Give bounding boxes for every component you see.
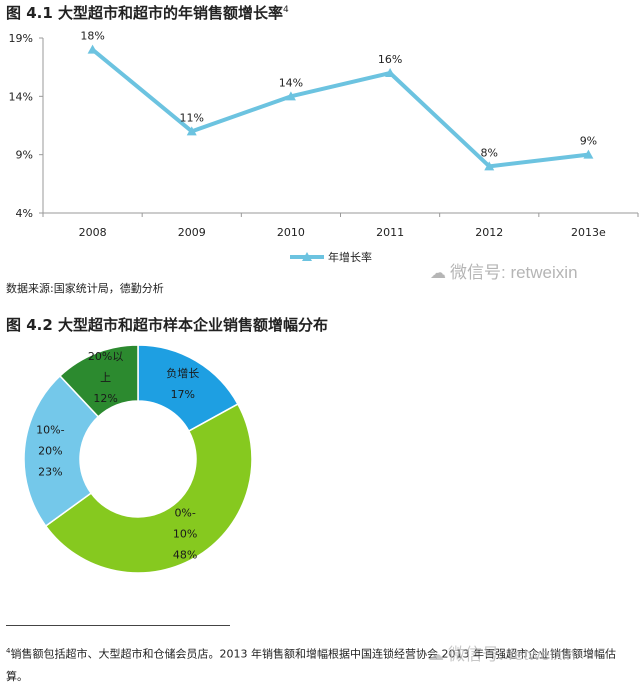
data-point — [385, 68, 396, 77]
slice-category-label: 20%以 — [88, 350, 123, 363]
wechat-icon: ☁ — [428, 647, 444, 664]
x-tick-label: 2010 — [277, 226, 305, 239]
data-label: 9% — [580, 135, 597, 148]
footnote-divider — [6, 625, 230, 626]
wechat-icon: ☁ — [430, 265, 446, 282]
slice-category-label: 0%- — [174, 506, 195, 519]
series-line — [91, 48, 589, 169]
slice-value-label: 48% — [173, 548, 197, 561]
y-tick-label: 19% — [9, 32, 33, 45]
line-chart: 4% 9% 14% 19% 2008 2009 2010 2011 2012 2013e 18% 11… — [9, 30, 639, 264]
watermark-text: 微信号: retweixin — [450, 263, 578, 282]
data-label: 18% — [80, 30, 104, 43]
figure2-title: 图 4.2 大型超市和超市样本企业销售额增幅分布 — [6, 316, 329, 334]
slice-category-label: 上 — [100, 371, 111, 384]
x-tick-label: 2011 — [376, 226, 404, 239]
y-tick-label: 14% — [9, 90, 33, 103]
watermark-bottom: ☁ 微信号: retweixin — [428, 640, 576, 665]
footnote: 4销售额包括超市、大型超市和仓储会员店。2013 年销售额和增幅根据中国连锁经营… — [6, 640, 636, 688]
slice-category-label: 负增长 — [166, 366, 199, 380]
footnote-ref: 4 — [6, 647, 11, 655]
slice-value-label: 12% — [93, 392, 117, 405]
watermark: ☁ 微信号: retweixin — [430, 258, 578, 283]
title-footnote-ref: 4 — [283, 5, 289, 15]
data-label: 8% — [481, 146, 498, 159]
figure1-title: 图 4.1 大型超市和超市的年销售额增长率4 — [6, 4, 289, 22]
y-tick-label: 9% — [16, 149, 33, 162]
footnote-text: 销售额包括超市、大型超市和仓储会员店。2013 年销售额和增幅根据中国连锁经营协… — [6, 647, 616, 683]
pie-slice — [44, 403, 253, 574]
x-tick-label: 2013e — [571, 226, 606, 239]
donut-chart: 负增长 17% 0%- 10% 48% 10%- 20% 23% 20%以上 12% — [23, 344, 253, 574]
slice-category-label: 10% — [173, 527, 197, 540]
pie-slice — [58, 344, 139, 418]
x-tick-label: 2009 — [178, 226, 206, 239]
data-source: 数据来源:国家统计局，德勤分析 — [6, 282, 164, 295]
data-label: 11% — [180, 111, 204, 124]
x-tick-label: 2012 — [475, 226, 503, 239]
data-point — [583, 149, 594, 159]
legend-marker — [302, 252, 312, 261]
slice-category-label: 10%- — [36, 424, 64, 437]
slice-value-label: 17% — [171, 388, 195, 401]
y-tick-label: 4% — [16, 207, 33, 220]
legend-label: 年增长率 — [328, 250, 372, 264]
slice-value-label: 23% — [38, 466, 62, 479]
pie-slice — [23, 374, 100, 528]
data-label: 16% — [378, 53, 402, 66]
data-point — [285, 91, 296, 101]
watermark-text: 微信号: retweixin — [448, 645, 576, 664]
data-point — [484, 161, 495, 171]
data-label: 14% — [279, 76, 303, 89]
slice-category-label: 20% — [38, 445, 62, 458]
data-point — [186, 126, 197, 136]
data-point — [87, 44, 98, 54]
x-tick-label: 2008 — [79, 226, 107, 239]
